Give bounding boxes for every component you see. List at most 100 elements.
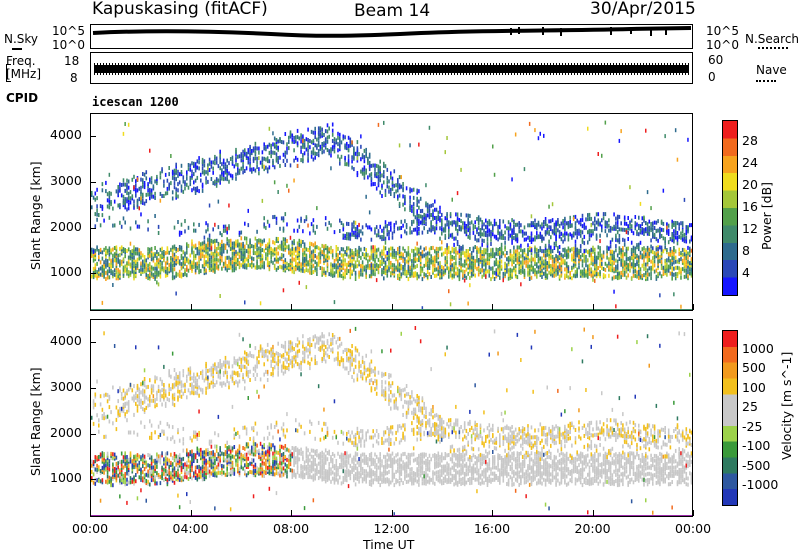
power-echo-cell — [126, 197, 128, 202]
power-echo-cell — [113, 199, 116, 204]
power-echo-cell — [426, 265, 429, 270]
power-echo-cell — [245, 240, 248, 245]
power-echo-cell — [448, 222, 450, 227]
power-echo-cell — [115, 253, 118, 258]
power-echo-cell — [650, 249, 652, 254]
power-echo-cell — [492, 228, 494, 233]
power-echo-cell — [135, 259, 137, 264]
power-echo-cell — [409, 205, 411, 210]
power-echo-cell — [268, 240, 271, 245]
power-echo-cell — [495, 262, 498, 266]
velocity-echo-cell — [98, 418, 100, 423]
power-echo-cell — [381, 272, 383, 277]
power-echo-cell — [103, 262, 105, 267]
power-echo-cell — [641, 247, 644, 252]
power-echo-cell — [219, 246, 221, 251]
power-speckle — [681, 229, 684, 234]
power-echo-cell — [196, 249, 199, 254]
power-echo-cell — [666, 262, 668, 267]
power-echo-cell — [676, 241, 679, 246]
power-echo-cell — [458, 275, 461, 279]
power-echo-cell — [569, 232, 571, 237]
power-echo-cell — [601, 224, 603, 229]
power-echo-cell — [207, 171, 209, 176]
power-echo-cell — [390, 175, 392, 180]
power-echo-cell — [143, 181, 146, 185]
power-echo-cell — [532, 221, 534, 226]
power-echo-cell — [161, 255, 163, 259]
power-speckle — [667, 232, 670, 236]
velocity-echo-cell — [101, 478, 104, 483]
power-echo-cell — [423, 226, 425, 231]
power-echo-cell — [455, 271, 457, 276]
power-echo-cell — [499, 235, 501, 240]
power-echo-cell — [119, 259, 121, 264]
power-echo-cell — [660, 227, 663, 232]
power-echo-cell — [629, 258, 631, 263]
power-echo-cell — [469, 265, 471, 270]
power-echo-cell — [458, 225, 461, 229]
power-echo-cell — [602, 216, 605, 221]
power-echo-cell — [375, 233, 378, 238]
power-echo-cell — [395, 189, 397, 194]
power-echo-cell — [455, 226, 457, 231]
power-echo-cell — [490, 266, 492, 271]
power-echo-cell — [673, 266, 675, 271]
power-echo-cell — [669, 253, 672, 257]
power-echo-cell — [351, 142, 353, 147]
power-echo-cell — [625, 269, 628, 274]
power-echo-cell — [509, 273, 512, 278]
power-echo-cell — [567, 225, 570, 230]
power-echo-cell — [101, 213, 104, 218]
power-echo-cell — [108, 191, 111, 195]
power-echo-cell — [616, 272, 619, 276]
power-echo-cell — [550, 249, 552, 254]
power-echo-cell — [557, 246, 559, 250]
power-speckle — [127, 122, 130, 127]
power-echo-cell — [469, 235, 471, 240]
power-echo-cell — [270, 255, 272, 260]
power-echo-cell — [680, 275, 682, 280]
power-echo-cell — [683, 252, 686, 257]
power-echo-cell — [497, 270, 499, 275]
power-echo-cell — [275, 144, 278, 149]
power-echo-cell — [180, 245, 183, 250]
power-echo-cell — [564, 222, 566, 227]
power-echo-cell — [419, 251, 422, 256]
power-echo-cell — [331, 253, 334, 258]
power-echo-cell — [157, 231, 160, 235]
power-speckle — [673, 292, 675, 297]
power-echo-cell — [578, 261, 580, 266]
power-echo-cell — [96, 261, 98, 266]
power-echo-cell — [437, 216, 440, 221]
power-echo-cell — [638, 265, 640, 270]
power-echo-cell — [164, 265, 167, 270]
power-echo-cell — [595, 257, 598, 262]
power-echo-cell — [500, 264, 503, 269]
power-echo-cell — [277, 147, 279, 152]
power-echo-cell — [205, 268, 207, 273]
power-echo-cell — [391, 246, 394, 251]
power-echo-cell — [240, 166, 243, 171]
power-echo-cell — [671, 249, 673, 254]
power-echo-cell — [240, 242, 243, 247]
power-echo-cell — [106, 192, 109, 197]
power-echo-cell — [298, 224, 301, 229]
power-echo-cell — [513, 231, 515, 235]
power-echo-cell — [391, 263, 394, 268]
power-echo-cell — [108, 215, 111, 220]
power-echo-cell — [398, 183, 401, 188]
power-echo-cell — [618, 275, 621, 280]
power-echo-cell — [477, 247, 480, 252]
power-echo-cell — [316, 224, 318, 229]
power-echo-cell — [126, 191, 128, 195]
power-echo-cell — [595, 272, 598, 277]
velocity-echo-cell — [119, 406, 121, 411]
power-echo-cell — [416, 219, 418, 224]
power-echo-cell — [119, 271, 121, 276]
power-echo-cell — [228, 243, 230, 248]
power-echo-cell — [344, 274, 346, 279]
power-echo-cell — [252, 158, 255, 163]
power-echo-cell — [639, 250, 642, 255]
power-echo-cell — [687, 276, 689, 281]
